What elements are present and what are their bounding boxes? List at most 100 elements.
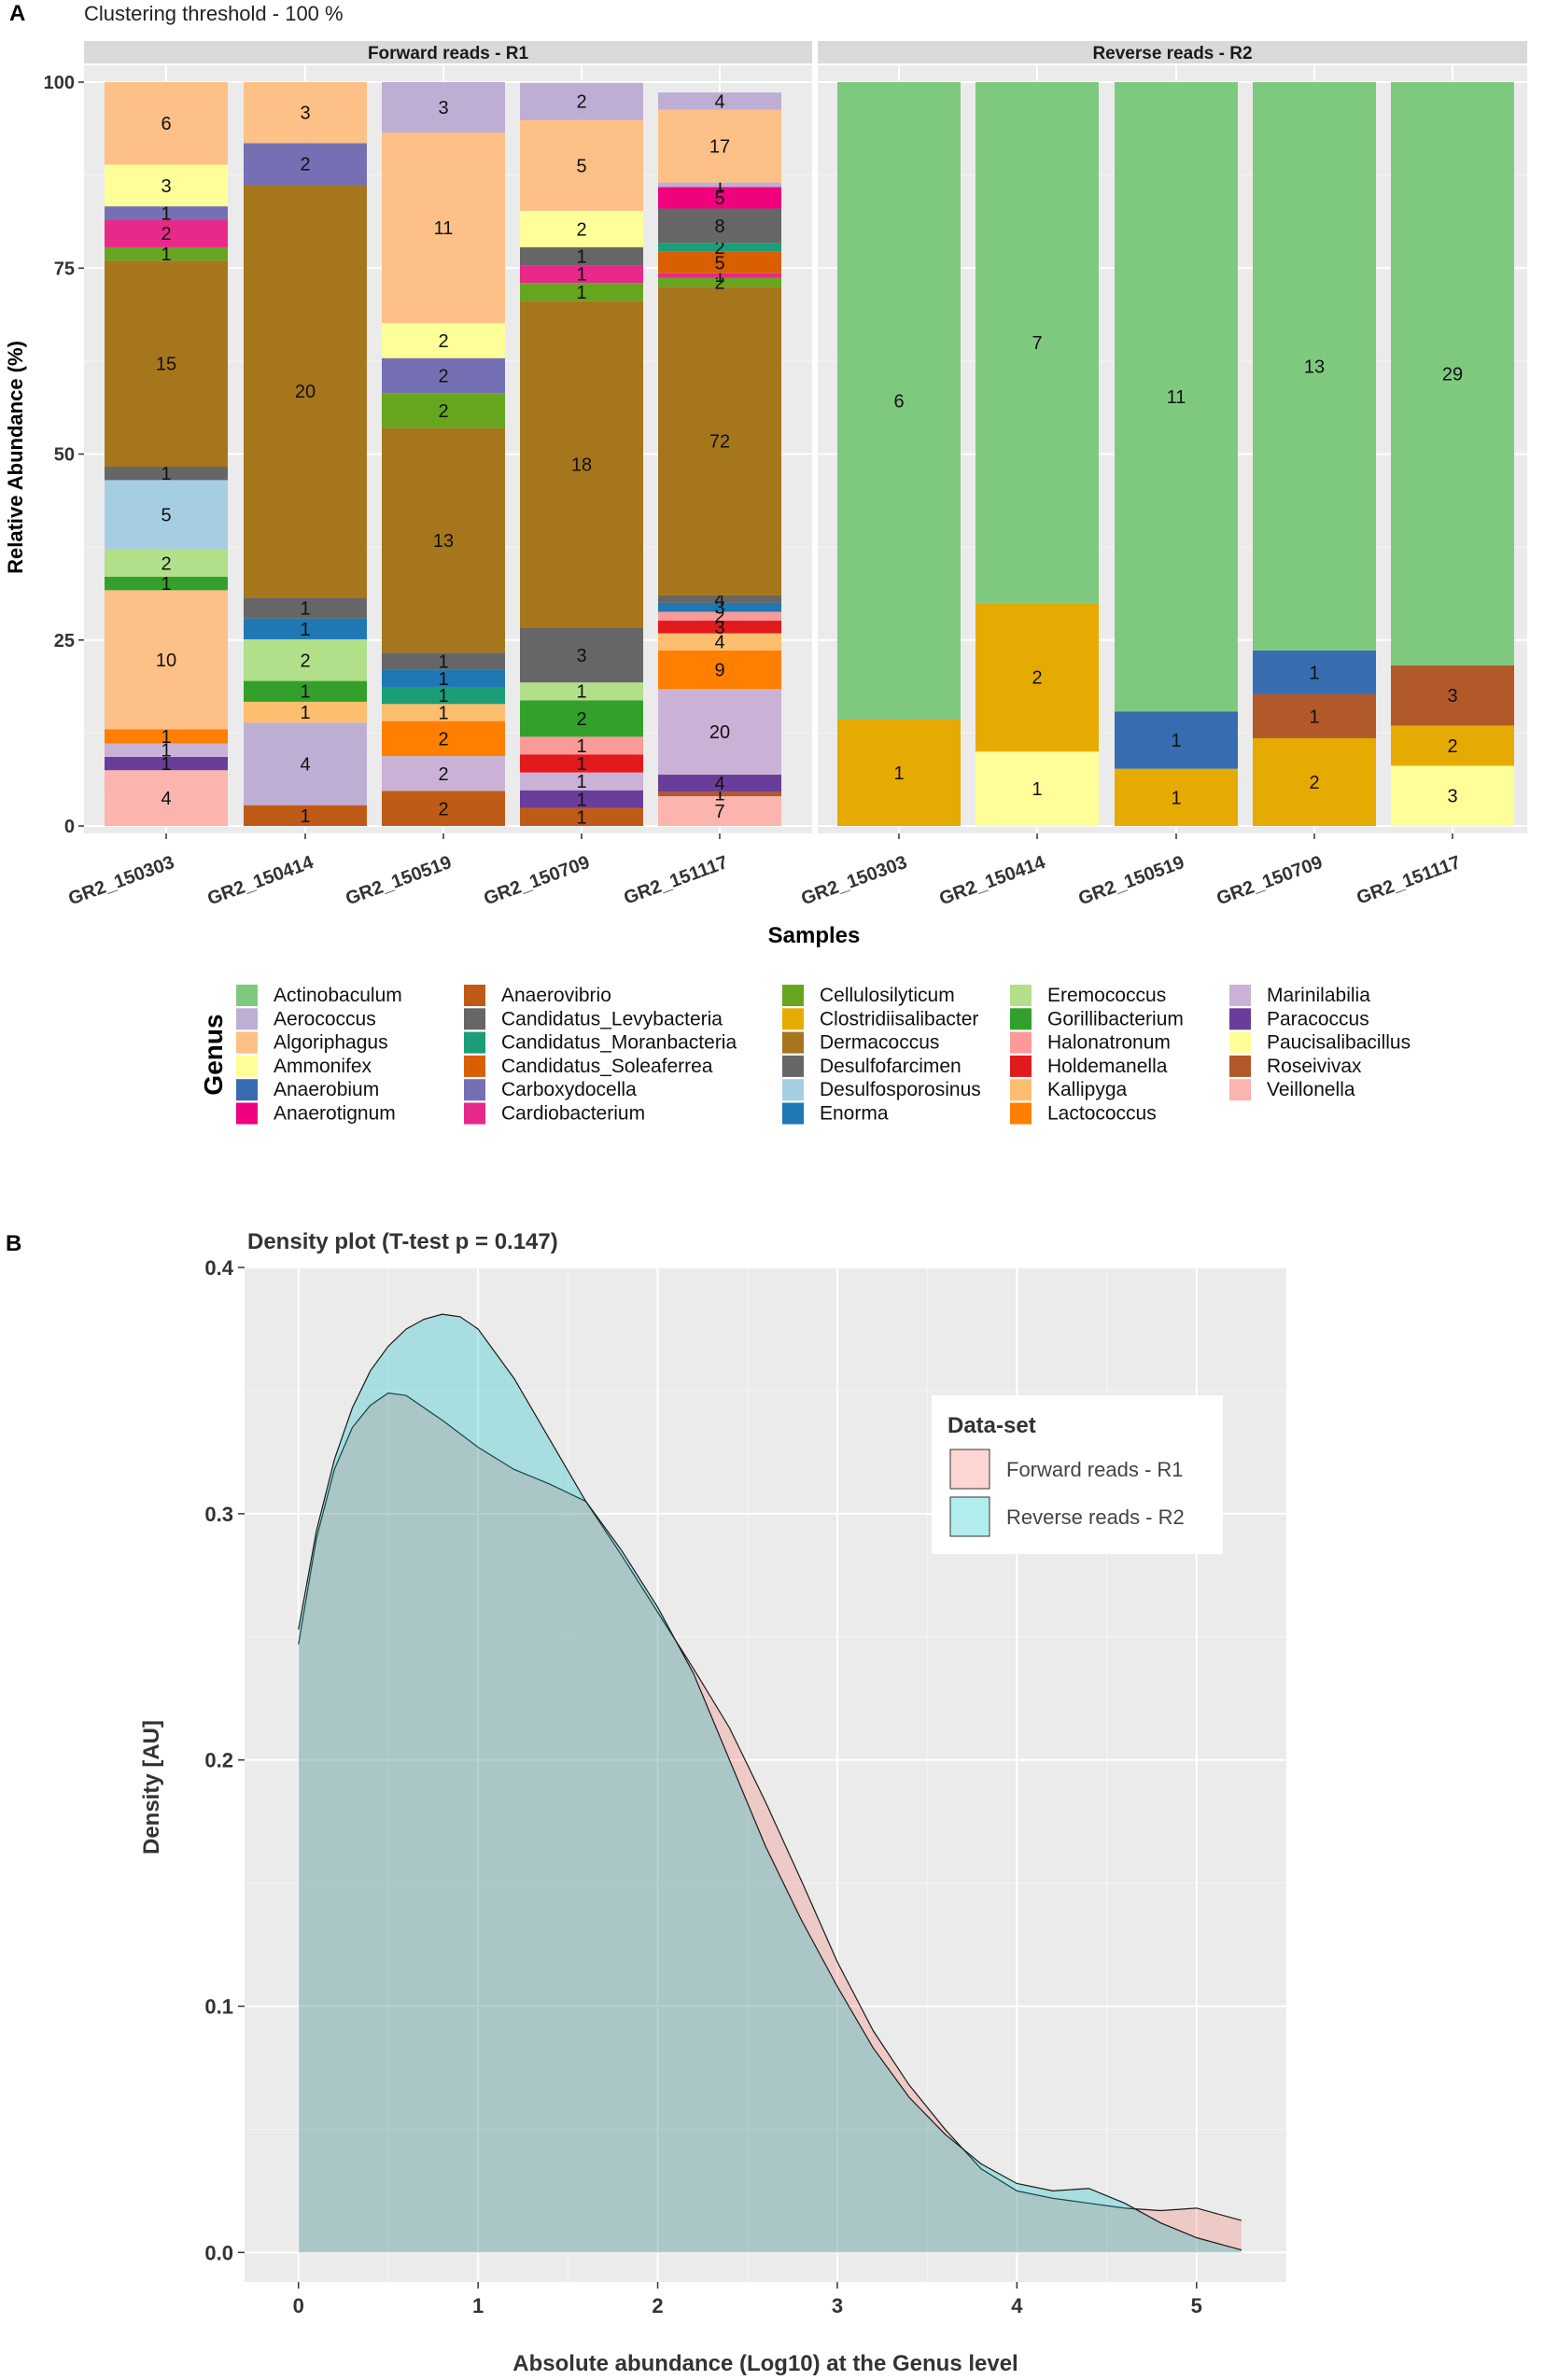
bar-segment-label: 1 bbox=[893, 763, 904, 784]
bar-segment-label: 17 bbox=[709, 137, 730, 158]
bar-segment-label: 1 bbox=[1171, 731, 1181, 751]
bar-segment bbox=[244, 805, 367, 826]
bar-segment-label: 20 bbox=[295, 382, 316, 402]
bar-segment bbox=[105, 206, 228, 220]
bar-segment-label: 1 bbox=[1309, 663, 1319, 683]
bar-segment bbox=[658, 611, 781, 622]
bar-segment-label: 15 bbox=[156, 355, 176, 375]
bar-segment bbox=[658, 633, 781, 651]
bar-segment bbox=[520, 807, 643, 826]
bar-segment bbox=[244, 143, 367, 185]
bar-segment-label: 13 bbox=[1304, 357, 1325, 377]
bar-segment-label: 2 bbox=[438, 764, 448, 785]
legend-swatch bbox=[782, 1079, 804, 1101]
bar-segment bbox=[105, 756, 228, 771]
bar-segment bbox=[520, 283, 643, 301]
bar-segment-label: 1 bbox=[576, 246, 586, 267]
bar-segment-label: 1 bbox=[161, 741, 171, 762]
legend-label: Halonatronum bbox=[1047, 1032, 1171, 1054]
bar-segment bbox=[1391, 82, 1514, 665]
bar-segment-label: 1 bbox=[438, 703, 448, 723]
bar-segment bbox=[105, 164, 228, 207]
legend-label: Gorillibacterium bbox=[1047, 1008, 1184, 1029]
legend-swatch bbox=[236, 1055, 258, 1077]
bar-segment bbox=[1115, 768, 1238, 826]
bar-segment bbox=[382, 791, 505, 826]
legend-swatch bbox=[1010, 1008, 1032, 1030]
bar-segment bbox=[382, 669, 505, 687]
bar-segment-label: 4 bbox=[161, 789, 171, 809]
bar-segment-label: 4 bbox=[714, 774, 724, 794]
bar-segment bbox=[244, 638, 367, 681]
bar-segment-label: 2 bbox=[438, 799, 448, 819]
bar-segment-label: 1 bbox=[438, 686, 448, 707]
legend-label: Desulfofarcimen bbox=[820, 1056, 961, 1077]
bar-segment-label: 13 bbox=[433, 531, 454, 552]
bar-segment bbox=[976, 82, 1099, 603]
bar-segment bbox=[105, 590, 228, 730]
legend-swatch bbox=[1229, 1055, 1251, 1077]
bar-segment-label: 3 bbox=[576, 646, 586, 666]
bar-segment bbox=[520, 82, 643, 120]
legend-swatch bbox=[464, 1008, 485, 1030]
bar-segment-label: 2 bbox=[438, 331, 448, 352]
panel-a-x-axis-title: Samples bbox=[768, 923, 861, 948]
legend-swatch bbox=[1010, 1079, 1032, 1101]
bar-segment bbox=[976, 751, 1099, 826]
bar-segment bbox=[105, 770, 228, 826]
legend-label: Candidatus_Moranbacteria bbox=[501, 1032, 737, 1054]
bar-segment-label: 1 bbox=[576, 790, 586, 810]
bar-segment-label: 11 bbox=[1167, 387, 1186, 408]
bar-segment bbox=[520, 119, 643, 211]
bar-segment-label: 1 bbox=[300, 682, 310, 703]
bar-segment-label: 7 bbox=[714, 802, 724, 822]
bar-segment bbox=[105, 577, 228, 591]
bar-segment bbox=[105, 246, 228, 261]
bar-segment-label: 4 bbox=[714, 91, 724, 112]
bar-segment-label: 2 bbox=[1447, 736, 1457, 757]
legend-swatch bbox=[1229, 985, 1251, 1006]
bar-segment-label: 2 bbox=[438, 366, 448, 386]
bar-segment-label: 1 bbox=[576, 682, 586, 703]
bar-segment-label: 3 bbox=[161, 176, 171, 197]
legend-label: Aerococcus bbox=[274, 1008, 376, 1029]
bar-segment bbox=[1391, 765, 1514, 826]
bar-segment-label: 1 bbox=[576, 265, 586, 286]
legend-swatch bbox=[1010, 1102, 1032, 1125]
bar-segment bbox=[520, 682, 643, 701]
facet-strip bbox=[818, 41, 1527, 63]
bar-segment bbox=[520, 700, 643, 737]
legend-label: Desulfosporosinus bbox=[820, 1079, 981, 1100]
bar-segment bbox=[1115, 711, 1238, 769]
bar-segment bbox=[658, 273, 781, 278]
bar-segment bbox=[1253, 82, 1376, 651]
legend-label: Kallipyga bbox=[1047, 1079, 1128, 1100]
bar-segment-label: 2 bbox=[1309, 773, 1319, 793]
dataset-legend-title: Data-set bbox=[947, 1413, 1036, 1438]
legend-label: Carboxydocella bbox=[501, 1079, 637, 1100]
bar-segment bbox=[658, 775, 781, 792]
bar-segment bbox=[382, 756, 505, 791]
legend-swatch bbox=[236, 1079, 258, 1101]
legend-label: Algoriphagus bbox=[274, 1032, 388, 1054]
bar-segment-label: 1 bbox=[1032, 779, 1042, 800]
bar-segment bbox=[520, 772, 643, 791]
y-tick-label: 100 bbox=[44, 73, 75, 93]
bar-segment bbox=[382, 133, 505, 324]
bar-segment-label: 11 bbox=[434, 218, 454, 239]
bar-segment bbox=[105, 219, 228, 247]
bar-segment bbox=[520, 301, 643, 628]
bar-segment bbox=[1253, 737, 1376, 826]
bar-segment-label: 29 bbox=[1442, 364, 1463, 385]
bar-segment-label: 20 bbox=[709, 722, 730, 743]
legend-label: Marinilabilia bbox=[1267, 985, 1370, 1006]
bar-segment-label: 3 bbox=[1447, 686, 1457, 707]
bar-segment bbox=[658, 92, 781, 110]
bar-segment bbox=[658, 650, 781, 690]
bar-segment-label: 1 bbox=[300, 806, 310, 827]
facet-strip-label: Forward reads - R1 bbox=[368, 44, 529, 63]
bar-segment bbox=[382, 704, 505, 721]
bar-segment bbox=[244, 680, 367, 702]
legend-swatch bbox=[236, 985, 258, 1006]
